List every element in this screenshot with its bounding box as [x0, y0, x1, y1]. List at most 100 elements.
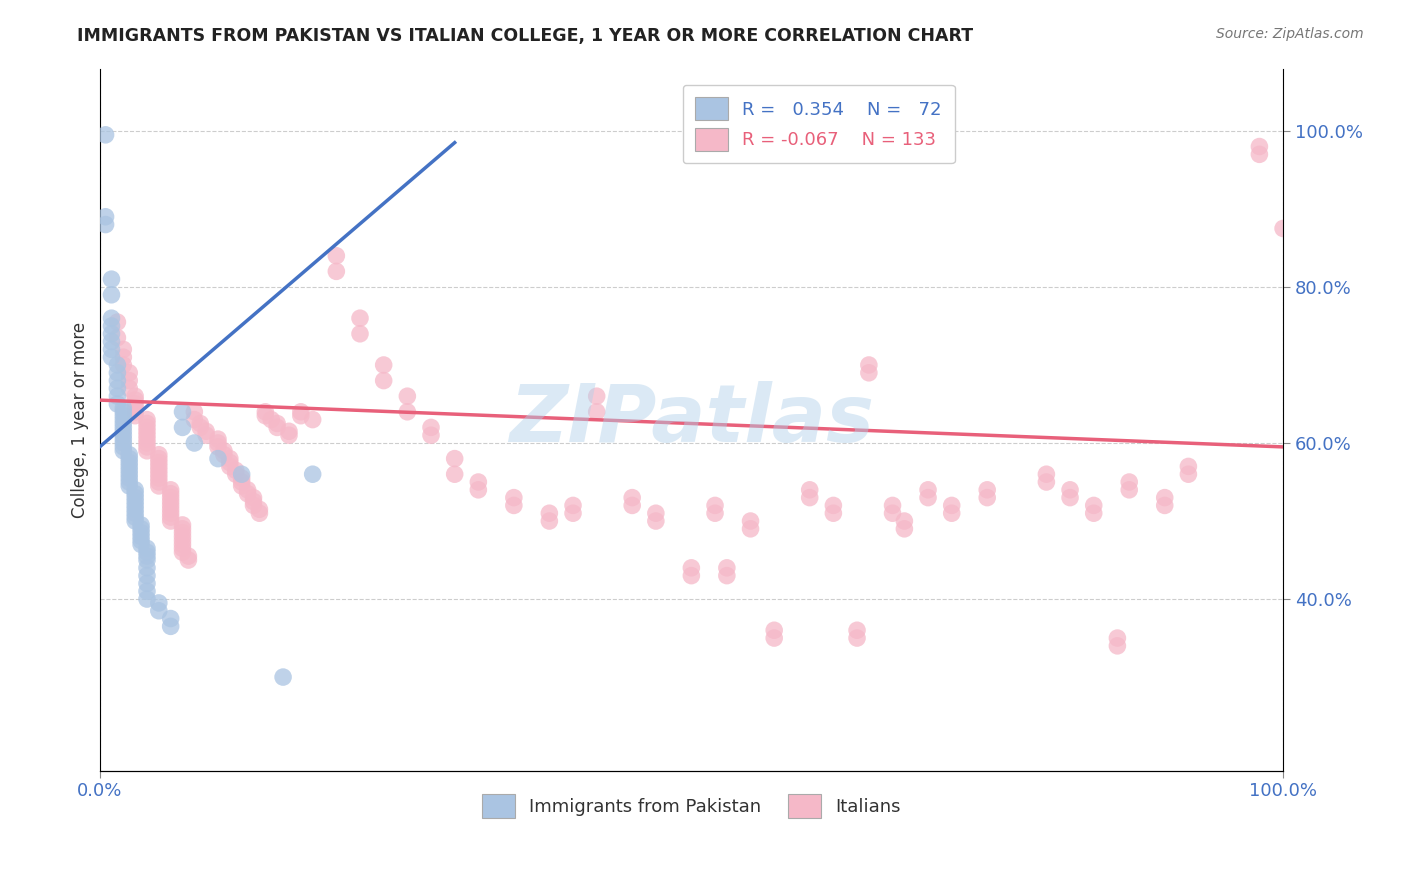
- Point: [882, 499, 904, 513]
- Point: [136, 420, 159, 434]
- Point: [823, 499, 845, 513]
- Point: [183, 405, 205, 419]
- Point: [349, 311, 371, 326]
- Point: [249, 502, 271, 516]
- Point: [118, 475, 141, 489]
- Point: [893, 522, 915, 536]
- Point: [159, 502, 181, 516]
- Point: [148, 479, 170, 493]
- Point: [129, 533, 152, 548]
- Point: [124, 393, 146, 408]
- Legend: Immigrants from Pakistan, Italians: Immigrants from Pakistan, Italians: [475, 788, 908, 825]
- Point: [94, 128, 117, 142]
- Point: [325, 264, 347, 278]
- Point: [124, 494, 146, 508]
- Point: [148, 448, 170, 462]
- Point: [858, 358, 880, 372]
- Point: [112, 436, 135, 450]
- Point: [1177, 459, 1199, 474]
- Point: [107, 374, 129, 388]
- Point: [278, 428, 301, 442]
- Point: [136, 561, 159, 575]
- Point: [172, 525, 194, 540]
- Point: [799, 491, 821, 505]
- Point: [1272, 221, 1295, 235]
- Point: [681, 561, 703, 575]
- Point: [124, 502, 146, 516]
- Point: [195, 428, 218, 442]
- Point: [172, 522, 194, 536]
- Point: [100, 343, 122, 357]
- Point: [112, 432, 135, 446]
- Point: [271, 670, 294, 684]
- Point: [301, 412, 323, 426]
- Point: [136, 425, 159, 439]
- Point: [231, 479, 253, 493]
- Point: [941, 499, 963, 513]
- Point: [148, 475, 170, 489]
- Point: [112, 428, 135, 442]
- Point: [159, 483, 181, 497]
- Point: [136, 436, 159, 450]
- Point: [177, 549, 200, 563]
- Point: [373, 374, 395, 388]
- Point: [118, 456, 141, 470]
- Text: Source: ZipAtlas.com: Source: ZipAtlas.com: [1216, 27, 1364, 41]
- Point: [177, 553, 200, 567]
- Point: [266, 417, 288, 431]
- Point: [1035, 467, 1057, 482]
- Point: [100, 334, 122, 349]
- Point: [917, 483, 939, 497]
- Point: [129, 517, 152, 532]
- Point: [124, 409, 146, 423]
- Point: [112, 425, 135, 439]
- Point: [124, 483, 146, 497]
- Point: [112, 405, 135, 419]
- Point: [1236, 791, 1258, 805]
- Point: [941, 506, 963, 520]
- Point: [159, 506, 181, 520]
- Point: [124, 401, 146, 415]
- Point: [207, 440, 229, 454]
- Point: [159, 611, 181, 625]
- Point: [124, 491, 146, 505]
- Point: [148, 456, 170, 470]
- Point: [585, 405, 607, 419]
- Point: [1107, 631, 1129, 645]
- Point: [242, 491, 264, 505]
- Point: [112, 443, 135, 458]
- Point: [1153, 499, 1175, 513]
- Point: [562, 506, 585, 520]
- Point: [112, 343, 135, 357]
- Point: [118, 479, 141, 493]
- Point: [207, 432, 229, 446]
- Point: [159, 494, 181, 508]
- Point: [290, 409, 312, 423]
- Point: [1153, 491, 1175, 505]
- Point: [100, 326, 122, 341]
- Point: [148, 463, 170, 477]
- Point: [325, 249, 347, 263]
- Point: [136, 545, 159, 559]
- Text: ZIPatlas: ZIPatlas: [509, 381, 875, 458]
- Point: [621, 499, 644, 513]
- Point: [94, 210, 117, 224]
- Point: [917, 491, 939, 505]
- Point: [976, 483, 998, 497]
- Point: [124, 405, 146, 419]
- Point: [1083, 499, 1105, 513]
- Point: [118, 451, 141, 466]
- Point: [763, 631, 786, 645]
- Point: [502, 491, 524, 505]
- Point: [136, 592, 159, 607]
- Point: [112, 417, 135, 431]
- Point: [172, 545, 194, 559]
- Point: [1249, 147, 1271, 161]
- Point: [740, 514, 762, 528]
- Point: [159, 510, 181, 524]
- Point: [118, 467, 141, 482]
- Point: [112, 440, 135, 454]
- Point: [124, 389, 146, 403]
- Point: [236, 483, 259, 497]
- Point: [212, 448, 235, 462]
